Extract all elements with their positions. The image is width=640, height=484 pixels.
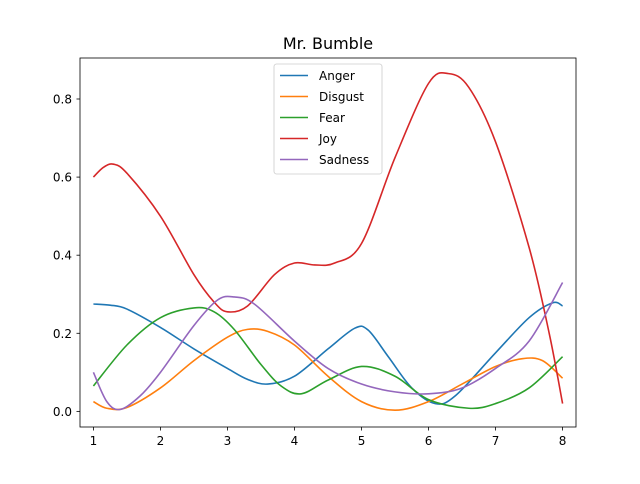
x-tick-label: 1: [90, 434, 98, 448]
x-tick-label: 8: [559, 434, 567, 448]
plot-frame: [79, 57, 577, 428]
y-tick-label: 0.0: [53, 405, 72, 419]
x-tick-label: 3: [224, 434, 232, 448]
series-layer: [92, 71, 564, 412]
series-line-sadness: [92, 282, 564, 411]
legend-label-anger: Anger: [319, 69, 355, 83]
legend-label-joy: Joy: [318, 132, 337, 146]
series-line-anger: [93, 301, 563, 405]
y-tick-label: 0.8: [53, 93, 72, 107]
legend-label-fear: Fear: [319, 111, 345, 125]
x-tick-label: 4: [291, 434, 299, 448]
y-tick-label: 0.6: [53, 171, 72, 185]
x-tick-label: 6: [425, 434, 433, 448]
y-tick-label: 0.4: [53, 249, 72, 263]
x-tick-label: 2: [157, 434, 165, 448]
legend-box: [273, 63, 383, 175]
series-line-joy: [92, 71, 564, 404]
chart-title: Mr. Bumble: [283, 34, 373, 53]
series-line-disgust: [93, 328, 564, 412]
x-tick-label: 5: [358, 434, 366, 448]
legend-label-sadness: Sadness: [319, 153, 369, 167]
x-tick-label: 7: [492, 434, 500, 448]
axes-layer: 1 2 3 4 5 6 7 8 0.0 0.2 0.4 0.6 0.8: [53, 57, 577, 448]
y-tick-label: 0.2: [53, 327, 72, 341]
legend-label-disgust: Disgust: [319, 90, 364, 104]
legend: Anger Disgust Fear Joy Sadness: [273, 63, 383, 175]
series-line-fear: [92, 306, 564, 410]
